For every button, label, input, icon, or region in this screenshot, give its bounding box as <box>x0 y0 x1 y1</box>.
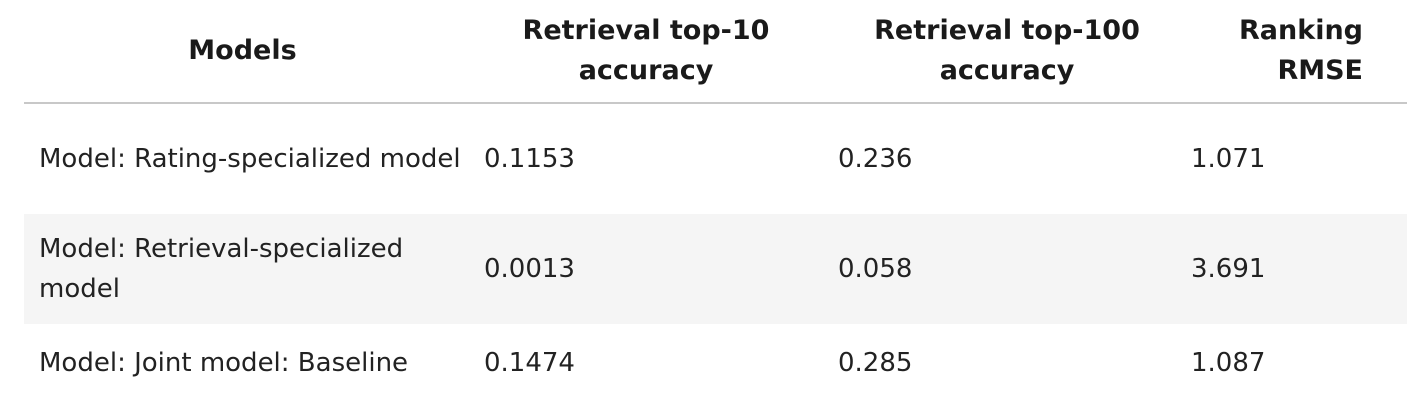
cell-top100-accuracy: 0.058 <box>823 214 1191 324</box>
header-row: Models Retrieval top-10 accuracy Retriev… <box>24 0 1407 104</box>
header-retrieval-top-10: Retrieval top-10 accuracy <box>469 0 823 104</box>
cell-top10-accuracy: 0.1153 <box>484 144 575 174</box>
table-body: Model: Rating-specialized model 0.1153 0… <box>24 103 1407 402</box>
cell-model-name: Model: Rating-specialized model <box>39 144 461 174</box>
results-table-container: Models Retrieval top-10 accuracy Retriev… <box>24 0 1407 402</box>
cell-ranking-rmse: 3.691 <box>1191 214 1407 324</box>
cell-model-name: Model: Joint model: Baseline <box>39 348 409 378</box>
results-table: Models Retrieval top-10 accuracy Retriev… <box>24 0 1407 402</box>
table-row: Model: Joint model: Baseline 0.1474 0.28… <box>24 324 1407 402</box>
cell-top10-accuracy: 0.1474 <box>484 348 575 378</box>
cell-top100-accuracy: 0.236 <box>838 144 913 174</box>
header-models: Models <box>24 0 469 104</box>
cell-top100-accuracy: 0.285 <box>838 348 913 378</box>
cell-ranking-rmse: 1.087 <box>1191 348 1266 378</box>
table-header: Models Retrieval top-10 accuracy Retriev… <box>24 0 1407 104</box>
cell-model-name: Model: Retrieval-specialized model <box>24 214 469 324</box>
table-row: Model: Retrieval-specialized model 0.001… <box>24 214 1407 324</box>
header-retrieval-top-100: Retrieval top-100 accuracy <box>823 0 1191 104</box>
cell-top10-accuracy: 0.0013 <box>469 214 823 324</box>
header-ranking-rmse: Ranking RMSE <box>1191 0 1407 104</box>
table-row: Model: Rating-specialized model 0.1153 0… <box>24 103 1407 214</box>
cell-ranking-rmse: 1.071 <box>1191 144 1266 174</box>
